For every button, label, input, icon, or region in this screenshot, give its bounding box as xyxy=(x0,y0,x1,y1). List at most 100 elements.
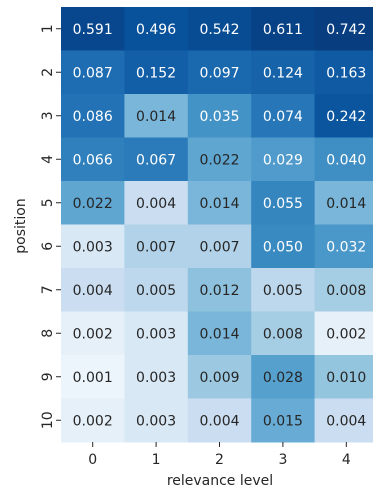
heatmap-cell-r1-c2 xyxy=(187,7,252,51)
heatmap-cell-r1-c3 xyxy=(251,7,316,51)
heatmap-cell-r10-c1 xyxy=(124,398,189,443)
cell-value-label-r5-c2: 0.014 xyxy=(199,196,239,212)
heatmap-cell-r2-c2 xyxy=(187,50,252,95)
heatmap-cell-r1-c4 xyxy=(314,7,373,51)
heatmap-cell-r6-c0 xyxy=(61,224,125,269)
cell-value-label-r5-c0: 0.022 xyxy=(73,196,113,212)
y-tick-label-7: 7 xyxy=(40,285,56,294)
heatmap-cell-r7-c4 xyxy=(314,268,373,312)
heatmap-cell-r4-c1 xyxy=(124,137,189,182)
y-axis-ticks: 1 2 3 4 5 6 7 8 9 10 xyxy=(40,24,61,429)
cell-value-label-r3-c0: 0.086 xyxy=(73,109,113,125)
heatmap-cell-r1-c1 xyxy=(124,7,189,51)
cell-value-label-r2-c0: 0.087 xyxy=(73,65,113,81)
heatmap-cell-r7-c2 xyxy=(187,268,252,312)
cell-value-label-r8-c2: 0.014 xyxy=(199,326,239,342)
cell-value-label-r9-c3: 0.028 xyxy=(263,370,303,386)
y-tick-label-5: 5 xyxy=(40,198,56,207)
cell-value-label-r5-c1: 0.004 xyxy=(136,196,176,212)
x-axis-ticks: 0 1 2 3 4 xyxy=(88,442,351,468)
y-axis-label: position xyxy=(13,198,29,253)
x-tick-label-4: 4 xyxy=(342,452,351,468)
y-tick-label-6: 6 xyxy=(40,242,56,251)
heatmap-cell-r10-c2 xyxy=(187,398,252,443)
heatmap-cell-r3-c0 xyxy=(61,94,125,138)
cell-value-label-r2-c1: 0.152 xyxy=(136,65,176,81)
cell-value-label-r7-c2: 0.012 xyxy=(199,283,239,299)
heatmap-cell-r10-c0 xyxy=(61,398,125,443)
cell-value-label-r7-c4: 0.008 xyxy=(326,283,366,299)
heatmap-cell-r2-c3 xyxy=(251,50,316,95)
cell-value-label-r6-c2: 0.007 xyxy=(199,239,239,255)
heatmap-cell-r4-c0 xyxy=(61,137,125,182)
y-tick-label-10: 10 xyxy=(40,411,56,429)
cell-value-label-r8-c1: 0.003 xyxy=(136,326,176,342)
heatmap-cell-r8-c1 xyxy=(124,311,189,356)
y-tick-label-1: 1 xyxy=(40,24,56,33)
cell-value-label-r6-c4: 0.032 xyxy=(326,239,366,255)
cell-value-label-r4-c0: 0.066 xyxy=(73,152,113,168)
heatmap-cell-r7-c1 xyxy=(124,268,189,312)
y-tick-label-9: 9 xyxy=(40,372,56,381)
x-axis-label: relevance level xyxy=(167,473,273,489)
heatmap-cell-r10-c4 xyxy=(314,398,373,443)
cell-value-label-r4-c2: 0.022 xyxy=(199,152,239,168)
heatmap-cell-r5-c2 xyxy=(187,181,252,225)
cell-value-label-r6-c0: 0.003 xyxy=(73,239,113,255)
y-tick-label-4: 4 xyxy=(40,155,56,164)
cell-value-label-r10-c4: 0.004 xyxy=(326,413,366,429)
cell-value-label-r8-c3: 0.008 xyxy=(263,326,303,342)
cell-value-label-r3-c2: 0.035 xyxy=(199,109,239,125)
cell-value-label-r1-c0: 0.591 xyxy=(73,22,113,38)
heatmap-cell-r6-c3 xyxy=(251,224,316,269)
heatmap-cell-r9-c2 xyxy=(187,355,252,399)
heatmap-cell-r4-c3 xyxy=(251,137,316,182)
heatmap-cell-r9-c4 xyxy=(314,355,373,399)
cell-value-label-r9-c4: 0.010 xyxy=(326,370,366,386)
cell-value-label-r3-c4: 0.242 xyxy=(326,109,366,125)
heatmap-cell-r7-c0 xyxy=(61,268,125,312)
heatmap-cell-r5-c4 xyxy=(314,181,373,225)
cell-value-label-r4-c1: 0.067 xyxy=(136,152,176,168)
cell-value-label-r2-c2: 0.097 xyxy=(199,65,239,81)
heatmap-cells: 0.591 0.496 0.542 0.611 0.742 0.087 0.152 0.097… xyxy=(61,7,373,443)
cell-value-label-r6-c3: 0.050 xyxy=(263,239,303,255)
cell-value-label-r9-c1: 0.003 xyxy=(136,370,176,386)
heatmap-cell-r9-c3 xyxy=(251,355,316,399)
x-tick-label-3: 3 xyxy=(278,452,287,468)
heatmap-cell-r6-c4 xyxy=(314,224,373,269)
cell-value-label-r7-c3: 0.005 xyxy=(263,283,303,299)
heatmap-cell-r8-c2 xyxy=(187,311,252,356)
y-tick-label-2: 2 xyxy=(40,68,56,77)
cell-value-label-r4-c3: 0.029 xyxy=(263,152,303,168)
heatmap-cell-r9-c1 xyxy=(124,355,189,399)
heatmap-cell-r1-c0 xyxy=(61,7,125,51)
cell-value-label-r3-c1: 0.014 xyxy=(136,109,176,125)
heatmap-cell-r10-c3 xyxy=(251,398,316,443)
cell-value-label-r8-c0: 0.002 xyxy=(73,326,113,342)
cell-value-label-r4-c4: 0.040 xyxy=(326,152,366,168)
heatmap-cell-r2-c4 xyxy=(314,50,373,95)
cell-value-label-r2-c4: 0.163 xyxy=(326,65,366,81)
cell-value-label-r10-c2: 0.004 xyxy=(199,413,239,429)
heatmap-cell-r3-c3 xyxy=(251,94,316,138)
heatmap-cell-r5-c0 xyxy=(61,181,125,225)
cell-value-label-r7-c0: 0.004 xyxy=(73,283,113,299)
x-tick-label-0: 0 xyxy=(88,452,97,468)
x-tick-label-1: 1 xyxy=(152,452,161,468)
heatmap-cell-r3-c4 xyxy=(314,94,373,138)
cell-value-label-r6-c1: 0.007 xyxy=(136,239,176,255)
y-tick-label-8: 8 xyxy=(40,329,56,338)
heatmap-cell-r5-c1 xyxy=(124,181,189,225)
cell-value-label-r9-c2: 0.009 xyxy=(199,370,239,386)
cell-value-label-r2-c3: 0.124 xyxy=(263,65,303,81)
cell-value-label-r9-c0: 0.001 xyxy=(73,370,113,386)
heatmap-cell-r8-c3 xyxy=(251,311,316,356)
heatmap-cell-r2-c1 xyxy=(124,50,189,95)
cell-value-label-r10-c0: 0.002 xyxy=(73,413,113,429)
cell-value-label-r3-c3: 0.074 xyxy=(263,109,303,125)
heatmap-cell-r6-c1 xyxy=(124,224,189,269)
heatmap-cell-r6-c2 xyxy=(187,224,252,269)
heatmap-cell-r2-c0 xyxy=(61,50,125,95)
cell-value-label-r1-c1: 0.496 xyxy=(136,22,176,38)
